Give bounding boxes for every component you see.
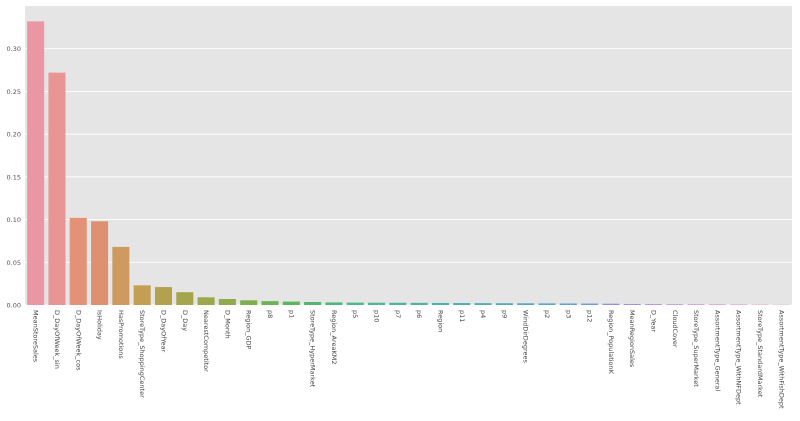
x-tick-label: StoreType_StandardMarket [756, 310, 764, 398]
x-tick-label: D_DayOfWeek_cos [74, 310, 82, 371]
x-tick-label: D_Day [181, 310, 189, 331]
x-tick-label: StoreType_HyperMarket [309, 310, 317, 388]
x-tick-label: StoreType_ShoppingCenter [138, 310, 146, 398]
x-tick-label: WindDirDegrees [522, 310, 530, 363]
gridlines [25, 48, 792, 306]
x-tick-label: p1 [287, 310, 295, 318]
bar [176, 292, 194, 305]
x-tick-label: p12 [586, 310, 594, 322]
bar [708, 304, 726, 305]
bar [431, 302, 449, 305]
x-tick-label: MeanStoreSales [32, 310, 40, 363]
x-tick-label: p7 [394, 310, 402, 318]
bars [27, 21, 790, 306]
bar [261, 301, 279, 305]
x-tick-label: AssortmentType_WithFishDept [777, 310, 785, 409]
x-tick-label: CloudCover [671, 310, 679, 348]
plot-background [25, 6, 792, 305]
bar [197, 297, 215, 305]
bar [410, 302, 428, 305]
bar [453, 303, 471, 305]
bar [304, 302, 322, 305]
x-tick-label: D_DayOfWeek_sin [53, 310, 61, 369]
x-tick-label: p4 [479, 310, 487, 318]
bar [240, 300, 258, 305]
bar [644, 304, 663, 305]
x-tick-label: AssortmentType_General [713, 310, 721, 391]
bar [325, 302, 343, 305]
x-tick-label: p3 [564, 310, 572, 318]
bar [623, 303, 641, 305]
x-tick-label: Region [436, 310, 444, 332]
bar [687, 304, 705, 305]
x-tick-label: p5 [351, 310, 359, 318]
x-tick-label: StoreType_SuperMarket [692, 310, 700, 387]
bar [581, 303, 599, 305]
bar [282, 301, 300, 305]
y-tick-label: 0.20 [7, 131, 21, 139]
x-tick-label: D_Month [223, 310, 231, 339]
y-tick-label: 0.10 [7, 216, 21, 224]
y-tick-label: 0.00 [7, 302, 21, 310]
bar [368, 302, 386, 305]
bar [517, 303, 535, 305]
bar [495, 303, 513, 305]
bar [91, 221, 109, 305]
x-tick-label: NearestCompetitor [202, 310, 210, 372]
x-tick-label: p2 [543, 310, 551, 318]
x-axis-labels: MeanStoreSales D_DayOfWeek_sin D_DayOfWeek… [32, 310, 786, 409]
x-tick-label: Region_AreaKM2 [330, 310, 338, 364]
bar [69, 217, 87, 305]
bar [389, 302, 407, 305]
bar [133, 285, 151, 305]
bar [48, 72, 66, 306]
bar [538, 303, 556, 305]
x-tick-label: D_DayOfYear [159, 310, 167, 353]
x-tick-label: Region_GDP [245, 310, 253, 350]
y-tick-label: 0.05 [7, 259, 21, 267]
x-tick-label: p6 [415, 310, 423, 318]
x-tick-label: MeanRegionSales [628, 310, 636, 368]
x-tick-label: AssortmentType_WithNFDept [735, 310, 743, 405]
bar [218, 299, 236, 305]
x-tick-label: p10 [373, 310, 381, 322]
bar [27, 21, 45, 306]
bar [474, 303, 492, 305]
x-tick-label: p11 [458, 310, 466, 322]
y-axis-ticks: 0.00 0.05 0.10 0.15 0.20 0.25 0.30 [7, 45, 21, 309]
bar [602, 303, 620, 305]
bar [559, 303, 577, 305]
x-tick-label: p9 [500, 310, 508, 318]
bar [346, 302, 364, 305]
bar [112, 246, 130, 305]
x-tick-label: IsHoliday [96, 310, 104, 340]
x-tick-label: HasPromotions [117, 310, 125, 359]
x-tick-label: p8 [266, 310, 274, 318]
y-tick-label: 0.25 [7, 88, 21, 96]
bar [154, 287, 173, 305]
y-tick-label: 0.15 [7, 173, 21, 181]
bar [666, 304, 684, 305]
x-tick-label: Region_PopulationK [607, 310, 615, 375]
y-tick-label: 0.30 [7, 45, 21, 53]
x-tick-label: D_Year [650, 310, 658, 332]
